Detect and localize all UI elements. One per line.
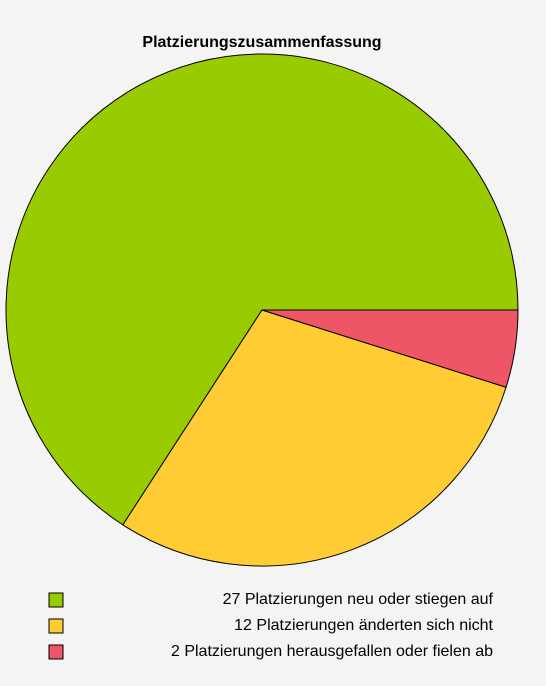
legend-label: 2 Platzierungen herausgefallen oder fiel… (171, 643, 493, 660)
chart-title: Platzierungszusammenfassung (142, 34, 381, 51)
legend-label: 12 Platzierungen änderten sich nicht (234, 617, 493, 634)
legend-label: 27 Platzierungen neu oder stiegen auf (223, 591, 494, 608)
legend-swatch (48, 592, 64, 608)
pie-slice (5, 53, 519, 526)
legend-swatch (48, 644, 64, 660)
legend-swatch (48, 618, 64, 634)
pie-slice (261, 309, 519, 388)
pie-slice (122, 309, 507, 567)
